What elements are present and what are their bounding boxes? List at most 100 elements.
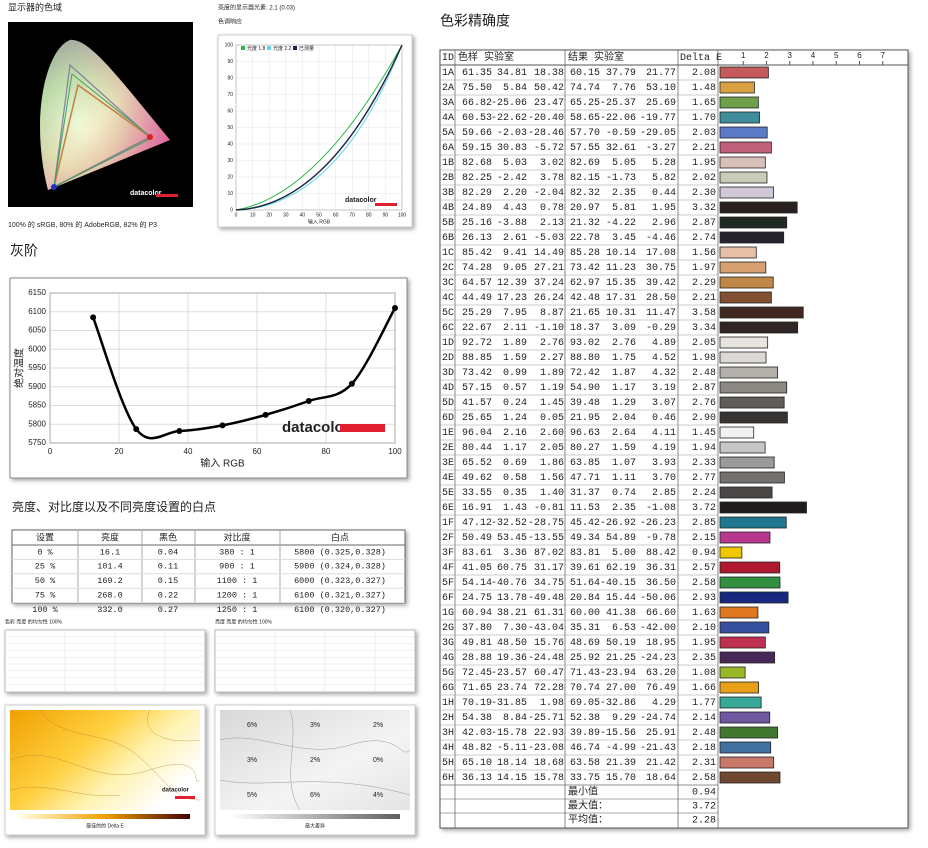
- bar: [719, 231, 785, 244]
- x-tick-label: 60: [333, 212, 339, 218]
- delta-label: 2.29: [692, 278, 716, 289]
- table-cell: 10.14: [606, 248, 636, 259]
- delta-label: 1.98: [692, 353, 716, 364]
- table-cell: 25.92: [570, 653, 600, 664]
- table-cell: 70.74: [570, 683, 600, 694]
- table-cell: -40.15: [600, 578, 636, 589]
- row-id: 6A: [442, 143, 454, 154]
- bar: [719, 246, 757, 259]
- table-cell: 4.11: [652, 428, 676, 439]
- row-id: 4H: [442, 743, 454, 754]
- x-tick-label: 50: [316, 212, 322, 218]
- tone-panel: [217, 34, 413, 228]
- table-cell: 1.07: [612, 458, 636, 469]
- bar: [719, 126, 768, 139]
- row-id: 1C: [442, 248, 454, 259]
- section-title: 灰阶: [10, 243, 38, 259]
- table-cell: 1.29: [612, 398, 636, 409]
- table-header: 亮度: [101, 531, 119, 542]
- x-tick-label: 30: [283, 212, 289, 218]
- row-id: 3H: [442, 728, 454, 739]
- color-scale: [20, 814, 190, 819]
- y-tick-label: 5950: [28, 363, 46, 372]
- table-cell: 1.43: [503, 503, 527, 514]
- table-cell: 74.74: [570, 83, 600, 94]
- table-cell: 3.93: [652, 458, 676, 469]
- y-tick-label: 90: [227, 59, 233, 65]
- gray-panel: [9, 277, 408, 479]
- y-tick-label: 6050: [28, 326, 46, 335]
- table-cell: 72.42: [570, 368, 600, 379]
- delta-label: 1.63: [692, 608, 716, 619]
- delta-label: 1.65: [692, 98, 716, 109]
- table-cell: 54.38: [462, 713, 492, 724]
- delta-label: 0.94: [692, 548, 716, 559]
- y-tick-label: 5850: [28, 401, 46, 410]
- row-id: 1H: [442, 698, 454, 709]
- y-tick-label: 60: [227, 108, 233, 114]
- x-tick-label: 0: [235, 212, 238, 218]
- bar: [719, 261, 767, 274]
- brand-bar: [375, 203, 397, 206]
- table-cell: 50 %: [35, 576, 56, 586]
- table-cell: -31.85: [491, 698, 527, 709]
- delta-label: 2.58: [692, 578, 716, 589]
- table-cell: 57.55: [570, 143, 600, 154]
- bar: [719, 441, 766, 454]
- table-cell: 75 %: [35, 590, 56, 600]
- table-cell: -15.56: [600, 728, 636, 739]
- bar: [719, 621, 770, 634]
- row-id: 4B: [442, 203, 454, 214]
- table-cell: 0.46: [652, 413, 676, 424]
- table-cell: 18.95: [646, 638, 676, 649]
- delta-label: 1.56: [692, 248, 716, 259]
- table-cell: 10.31: [606, 308, 636, 319]
- bar: [719, 306, 804, 319]
- table-cell: 0.57: [503, 383, 527, 394]
- y-tick-label: 10: [227, 191, 233, 197]
- brand-bar: [175, 796, 195, 799]
- gamut-caption: 100% 的 sRGB, 80% 的 AdobeRGB, 82% 的 P3: [8, 220, 157, 229]
- point: [219, 422, 226, 429]
- table-cell: 14.15: [497, 773, 527, 784]
- table-cell: 16.91: [462, 503, 492, 514]
- bar: [719, 351, 767, 364]
- table-cell: 0.69: [503, 458, 527, 469]
- table-cell: 82.68: [462, 158, 492, 169]
- y-tick-label: 100: [225, 42, 234, 48]
- row-id: 6E: [442, 503, 454, 514]
- table-cell: 75.50: [462, 83, 492, 94]
- table-cell: -4.99: [606, 743, 636, 754]
- bar: [719, 696, 762, 709]
- row-id: 4F: [442, 563, 454, 574]
- bar: [719, 471, 785, 484]
- delta-label: 2.35: [692, 653, 716, 664]
- delta-label: 2.76: [692, 398, 716, 409]
- cell-label: 3%: [310, 722, 320, 729]
- bar: [719, 201, 798, 214]
- table-header: 对比度: [223, 531, 250, 542]
- table-cell: -40.76: [491, 578, 527, 589]
- cell-label: 6%: [247, 722, 257, 729]
- table-cell: 21.32: [570, 218, 600, 229]
- bar: [719, 516, 787, 529]
- table-cell: 82.32: [570, 188, 600, 199]
- row-id: 3F: [442, 548, 454, 559]
- bar: [719, 426, 755, 439]
- y-axis-label: 绝对温度: [13, 348, 26, 388]
- table-cell: -50.06: [640, 593, 676, 604]
- table-cell: 5.03: [503, 158, 527, 169]
- bar: [719, 141, 772, 154]
- delta-label: 2.90: [692, 413, 716, 424]
- bar: [719, 336, 769, 349]
- table-cell: 1200 : 1: [217, 590, 258, 600]
- whitepoint-body: 设置 亮度 黑色 对比度 白点 0 % 16.1 0.04 380 : 1 5800 (0.325…: [12, 531, 405, 615]
- cell-label: 3%: [247, 757, 257, 764]
- table-cell: 169.2: [97, 576, 123, 586]
- row-id: 5D: [442, 398, 454, 409]
- table-cell: 25.65: [462, 413, 492, 424]
- table-cell: -25.71: [528, 713, 564, 724]
- bar: [719, 381, 788, 394]
- table-cell: 18.38: [534, 68, 564, 79]
- table-cell: 3.70: [652, 473, 676, 484]
